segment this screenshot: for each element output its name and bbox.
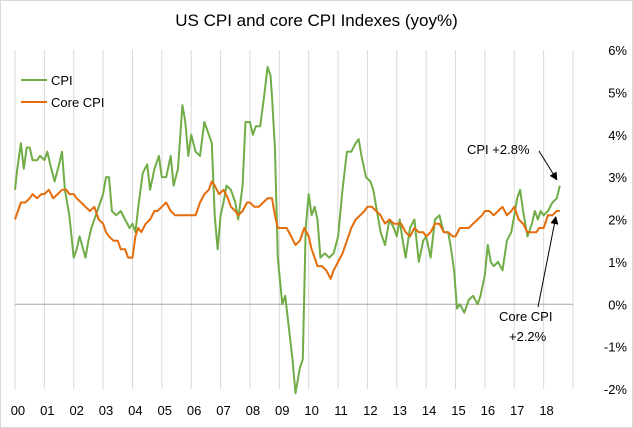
y-tick-label: 0% [608,297,627,312]
vertical-gridlines [14,50,574,389]
y-tick-label: 1% [608,255,627,270]
annotation-cpi-label: CPI +2.8% [467,142,530,157]
y-tick-label: -1% [604,340,628,355]
x-tick-label: 18 [539,403,553,418]
legend-label: Core CPI [51,95,104,110]
y-tick-label: 2% [608,213,627,228]
y-axis-tick-labels: -2% -1% 0% 1% 2% 3% 4% 5% 6% [604,43,628,397]
annotation-core-cpi-label: +2.2% [509,329,547,344]
x-tick-label: 02 [69,403,83,418]
annotations: CPI +2.8% Core CPI +2.2% [467,142,559,344]
y-tick-label: 3% [608,170,627,185]
x-tick-label: 15 [451,403,465,418]
x-tick-label: 13 [392,403,406,418]
y-tick-label: 4% [608,128,627,143]
x-tick-label: 11 [334,403,348,418]
x-axis-tick-labels: 00 01 02 03 04 05 06 07 08 09 10 11 12 13 14 15 16 17 18 [11,403,554,418]
annotation-cpi-arrow [538,150,558,181]
y-tick-label: 5% [608,85,627,100]
series-line-core-cpi [14,180,560,280]
x-tick-label: 16 [481,403,495,418]
x-tick-label: 12 [363,403,377,418]
y-tick-label: -2% [604,382,628,397]
x-tick-label: 10 [304,403,318,418]
legend-label: CPI [51,73,73,88]
x-tick-label: 03 [99,403,113,418]
series-lines [14,65,561,395]
x-tick-label: 05 [158,403,172,418]
annotation-core-cpi-label: Core CPI [499,309,552,324]
series-line-cpi [14,65,561,395]
x-tick-label: 01 [40,403,54,418]
chart-title: US CPI and core CPI Indexes (yoy%) [175,11,458,30]
x-tick-label: 08 [246,403,260,418]
x-tick-label: 09 [275,403,289,418]
x-tick-label: 00 [11,403,25,418]
x-tick-label: 04 [128,403,142,418]
x-tick-label: 14 [422,403,436,418]
legend: CPI Core CPI [21,73,104,110]
y-tick-label: 6% [608,43,627,58]
x-tick-label: 17 [510,403,524,418]
x-tick-label: 07 [216,403,230,418]
annotation-core-cpi-arrow [537,216,559,308]
x-tick-label: 06 [187,403,201,418]
